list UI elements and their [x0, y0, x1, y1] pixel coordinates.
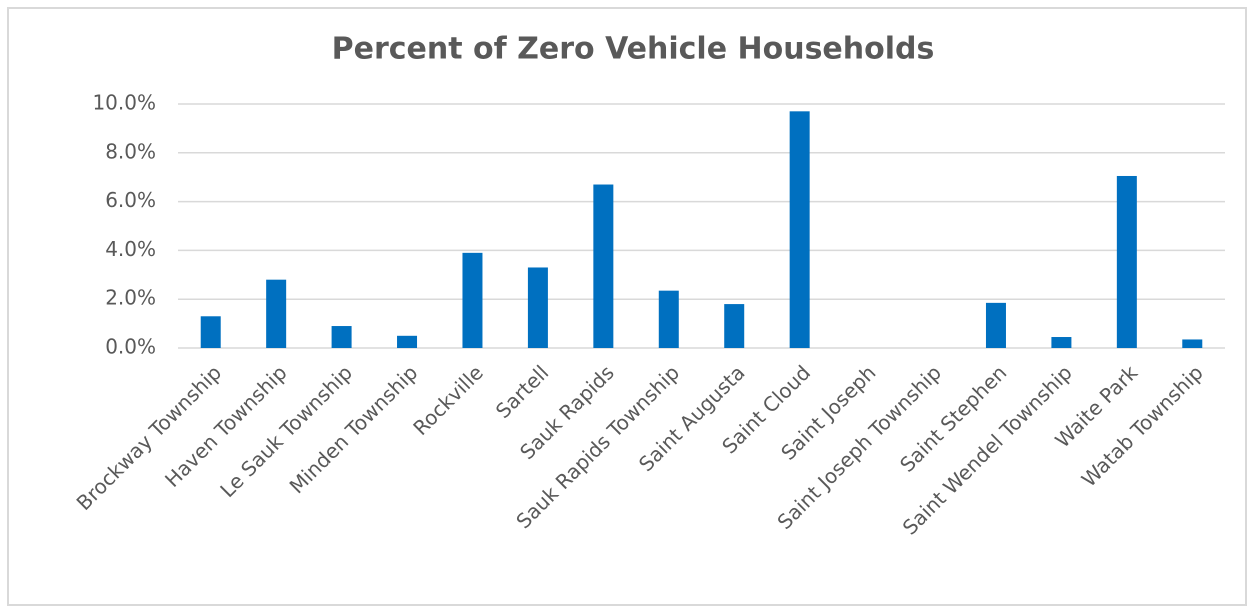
bar [462, 252, 483, 348]
bar [266, 279, 287, 348]
bar [200, 316, 221, 348]
y-tick-label: 2.0% [105, 286, 156, 310]
y-tick-label: 8.0% [105, 139, 156, 163]
bar [1182, 339, 1203, 348]
y-tick-label: 10.0% [92, 91, 156, 115]
bar [789, 111, 810, 348]
bar [985, 302, 1006, 348]
bar [1116, 175, 1137, 348]
bar [397, 335, 418, 348]
y-tick-label: 0.0% [105, 335, 156, 359]
bar [658, 290, 679, 348]
chart-border [7, 7, 1247, 606]
y-tick-label: 6.0% [105, 188, 156, 212]
chart-title: Percent of Zero Vehicle Households [332, 32, 935, 67]
bar [724, 304, 745, 348]
y-tick-label: 4.0% [105, 237, 156, 261]
bar [527, 267, 548, 348]
bar [1051, 337, 1072, 348]
bar [593, 184, 614, 348]
bar [331, 326, 352, 348]
